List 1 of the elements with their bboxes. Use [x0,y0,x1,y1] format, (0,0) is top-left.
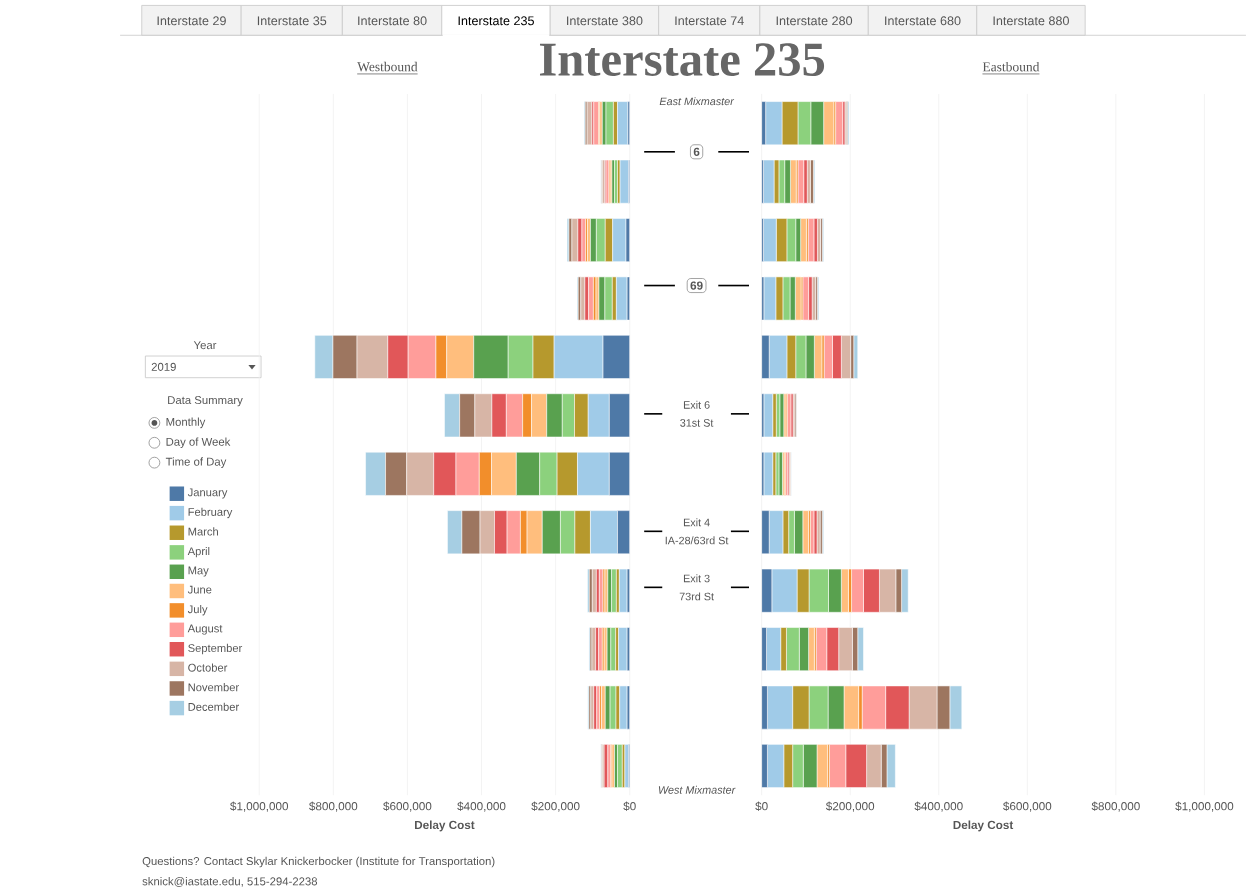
text: Interstate 235 [539,42,825,76]
